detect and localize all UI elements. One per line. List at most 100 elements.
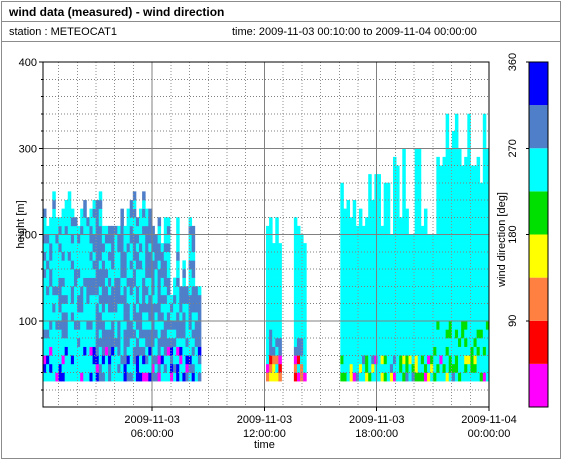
- heatmap-cell: [55, 217, 59, 227]
- heatmap-cell: [433, 234, 437, 244]
- heatmap-cell: [61, 251, 66, 261]
- heatmap-cell: [414, 200, 419, 209]
- heatmap-cell: [420, 260, 425, 270]
- heatmap-cell: [383, 338, 388, 347]
- heatmap-cell: [157, 243, 162, 253]
- heatmap-cell: [67, 363, 72, 373]
- heatmap-cell: [340, 286, 344, 296]
- heatmap-cell: [300, 329, 304, 339]
- heatmap-cell: [451, 156, 456, 166]
- heatmap-cell: [464, 243, 468, 253]
- heatmap-cell: [61, 243, 66, 253]
- heatmap-cell: [179, 363, 183, 373]
- heatmap-cell: [173, 320, 177, 330]
- heatmap-cell: [49, 277, 53, 287]
- heatmap-cell: [188, 251, 193, 261]
- heatmap-cell: [485, 165, 490, 175]
- heatmap-cell: [64, 355, 69, 365]
- colorbar-bin: [529, 148, 548, 192]
- heatmap-cell: [123, 355, 128, 365]
- heatmap-cell: [349, 320, 354, 330]
- x-tick-label-date: 2009-11-03: [237, 414, 292, 426]
- heatmap-cell: [114, 329, 118, 339]
- heatmap-cell: [445, 243, 450, 253]
- heatmap-cell: [49, 286, 53, 296]
- heatmap-cell: [386, 294, 391, 304]
- heatmap-cell: [414, 329, 419, 339]
- heatmap-cell: [479, 363, 484, 373]
- heatmap-cell: [470, 225, 474, 235]
- heatmap-cell: [461, 174, 465, 184]
- heatmap-cell: [157, 294, 162, 304]
- heatmap-cell: [451, 329, 456, 339]
- heatmap-cell: [142, 234, 146, 244]
- heatmap-cell: [386, 303, 391, 313]
- heatmap-cell: [86, 329, 90, 339]
- heatmap-cell: [132, 277, 137, 287]
- heatmap-cell: [451, 286, 456, 296]
- heatmap-cell: [142, 243, 146, 253]
- heatmap-cell: [445, 139, 450, 149]
- heatmap-cell: [108, 312, 112, 322]
- heatmap-cell: [98, 329, 103, 339]
- heatmap-cell: [154, 277, 158, 287]
- heatmap-cell: [389, 338, 394, 347]
- heatmap-cell: [154, 243, 158, 253]
- heatmap-cell: [114, 312, 118, 322]
- heatmap-cell: [132, 346, 137, 356]
- heatmap-cell: [300, 269, 304, 278]
- heatmap-cell: [58, 294, 62, 304]
- heatmap-cell: [142, 346, 146, 356]
- heatmap-cell: [470, 320, 474, 330]
- heatmap-cell: [476, 355, 481, 365]
- heatmap-cell: [300, 277, 304, 287]
- heatmap-cell: [272, 303, 276, 313]
- heatmap-cell: [445, 294, 450, 304]
- heatmap-cell: [423, 363, 428, 373]
- heatmap-cell: [117, 312, 121, 322]
- heatmap-cell: [120, 269, 124, 278]
- heatmap-cell: [352, 372, 357, 382]
- heatmap-cell: [300, 346, 304, 356]
- heatmap-cell: [458, 148, 462, 158]
- heatmap-cell: [389, 234, 394, 244]
- heatmap-cell: [377, 303, 381, 313]
- heatmap-cell: [64, 294, 69, 304]
- heatmap-cell: [451, 182, 456, 192]
- heatmap-cell: [43, 208, 47, 218]
- heatmap-cell: [83, 260, 87, 270]
- heatmap-cell: [120, 372, 124, 382]
- heatmap-cell: [396, 286, 400, 296]
- heatmap-cell: [139, 277, 143, 287]
- heatmap-cell: [145, 269, 149, 278]
- heatmap-cell: [343, 329, 347, 339]
- heatmap-cell: [293, 294, 298, 304]
- heatmap-cell: [132, 234, 137, 244]
- heatmap-cell: [129, 363, 134, 373]
- heatmap-cell: [176, 234, 180, 244]
- heatmap-cell: [420, 312, 425, 322]
- heatmap-cell: [368, 174, 372, 184]
- heatmap-cell: [98, 338, 103, 347]
- heatmap-cell: [430, 251, 434, 261]
- heatmap-cell: [380, 286, 385, 296]
- heatmap-cell: [371, 260, 375, 270]
- heatmap-cell: [135, 312, 140, 322]
- heatmap-cell: [352, 320, 357, 330]
- heatmap-cell: [454, 174, 459, 184]
- heatmap-cell: [83, 355, 87, 365]
- heatmap-cell: [439, 217, 443, 227]
- chart-title: wind data (measured) - wind direction: [9, 5, 225, 19]
- heatmap-cell: [185, 363, 189, 373]
- heatmap-cell: [389, 277, 394, 287]
- heatmap-cell: [49, 294, 53, 304]
- heatmap-cell: [126, 303, 131, 313]
- heatmap-cell: [142, 200, 146, 209]
- heatmap-cell: [43, 294, 47, 304]
- heatmap-cell: [386, 200, 391, 209]
- heatmap-cell: [383, 243, 388, 253]
- heatmap-cell: [461, 355, 465, 365]
- heatmap-cell: [176, 329, 180, 339]
- heatmap-cell: [98, 225, 103, 235]
- heatmap-cell: [411, 372, 416, 382]
